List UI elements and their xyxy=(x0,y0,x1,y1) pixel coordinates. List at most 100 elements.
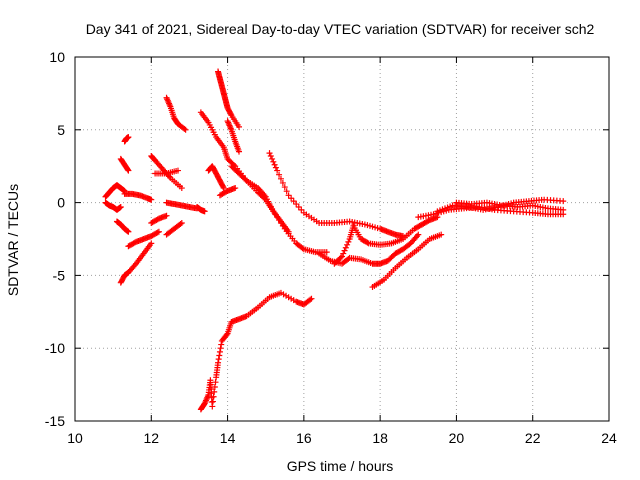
data-point xyxy=(148,240,155,247)
data-point xyxy=(341,247,348,254)
data-point xyxy=(271,161,278,168)
data-point xyxy=(148,196,155,203)
data-point xyxy=(215,356,222,363)
series-track-s xyxy=(216,185,239,199)
x-tick-label: 16 xyxy=(296,430,312,446)
data-point xyxy=(345,255,352,262)
series-track-a xyxy=(102,182,128,200)
grid-lines xyxy=(75,57,609,421)
data-point xyxy=(364,239,371,246)
data-point xyxy=(307,296,314,303)
series-track-n xyxy=(148,212,170,226)
data-point xyxy=(236,123,243,130)
data-point xyxy=(283,188,290,195)
data-point xyxy=(266,150,273,157)
data-point xyxy=(178,219,185,226)
x-tick-label: 12 xyxy=(143,430,159,446)
series-track-l xyxy=(163,199,201,212)
data-point xyxy=(236,148,243,155)
series-track-f xyxy=(121,190,155,203)
x-tick-label: 22 xyxy=(525,430,541,446)
data-point xyxy=(117,203,124,210)
data-point xyxy=(201,208,208,215)
y-axis-label: SDTVAR / TECUs xyxy=(5,184,21,296)
data-point xyxy=(220,185,227,192)
plot-frame xyxy=(74,56,610,422)
data-point xyxy=(216,348,223,355)
data-point xyxy=(340,250,347,257)
data-point xyxy=(337,254,344,261)
data-point xyxy=(270,158,277,165)
data-point xyxy=(277,175,284,182)
series-track-ac xyxy=(197,289,315,413)
data-point xyxy=(211,384,218,391)
series-track-k xyxy=(163,94,189,133)
data-point xyxy=(299,245,306,252)
data-point xyxy=(438,231,445,238)
series-track-t xyxy=(224,118,243,155)
series-track-r xyxy=(194,203,208,215)
data-point xyxy=(211,388,218,395)
y-tick-label: 5 xyxy=(57,122,65,138)
data-point xyxy=(125,167,132,174)
y-tick-label: -5 xyxy=(53,267,66,283)
data-point xyxy=(209,398,216,405)
data-point xyxy=(174,167,181,174)
data-point xyxy=(342,244,349,251)
data-point xyxy=(217,345,224,352)
data-point xyxy=(215,359,222,366)
data-point xyxy=(272,164,279,171)
data-point xyxy=(155,228,162,235)
x-tick-label: 20 xyxy=(449,430,465,446)
data-point xyxy=(220,183,227,190)
data-point xyxy=(434,214,441,221)
series-track-m xyxy=(163,219,185,238)
axis-ticks: 10 12 14 16 18 20 22 24 -15 -10 -5 0 5 10 xyxy=(45,49,617,446)
x-tick-label: 14 xyxy=(220,430,236,446)
series-track-j xyxy=(152,167,181,177)
data-point xyxy=(181,125,188,132)
data-point xyxy=(124,166,131,173)
data-point xyxy=(209,403,216,410)
x-tick-label: 10 xyxy=(67,430,83,446)
data-point xyxy=(125,228,132,235)
y-tick-label: -10 xyxy=(45,340,65,356)
data-point xyxy=(274,167,281,174)
data-point xyxy=(242,176,249,183)
x-axis-label: GPS time / hours xyxy=(287,458,394,474)
data-points xyxy=(102,68,567,413)
series-track-h xyxy=(125,228,162,250)
data-point xyxy=(560,206,567,213)
data-point xyxy=(269,155,276,162)
data-point xyxy=(223,331,230,338)
data-point xyxy=(308,295,315,302)
series-track-g xyxy=(117,240,155,286)
data-point xyxy=(177,220,184,227)
y-tick-label: 0 xyxy=(57,195,65,211)
series-track-p xyxy=(215,68,243,130)
y-tick-label: -15 xyxy=(45,413,65,429)
data-point xyxy=(276,171,283,178)
data-point xyxy=(182,126,189,133)
data-point xyxy=(218,341,225,348)
data-point xyxy=(279,179,286,186)
chart-title: Day 341 of 2021, Sidereal Day-to-day VTE… xyxy=(86,21,595,37)
series-track-c xyxy=(113,218,132,235)
data-point xyxy=(323,249,330,256)
data-point xyxy=(415,231,422,238)
series-track-z xyxy=(415,203,567,221)
series-track-y xyxy=(369,231,445,291)
data-point xyxy=(163,212,170,219)
data-point xyxy=(125,134,132,141)
series-track-d xyxy=(121,134,132,145)
data-point xyxy=(227,111,234,118)
series-track-e xyxy=(117,155,132,174)
series-track-v xyxy=(266,150,407,240)
series-track-q xyxy=(205,163,227,192)
data-point xyxy=(267,153,274,160)
data-point xyxy=(216,352,223,359)
x-tick-label: 24 xyxy=(601,430,617,446)
series-track-aa xyxy=(434,196,567,215)
data-point xyxy=(154,229,161,236)
